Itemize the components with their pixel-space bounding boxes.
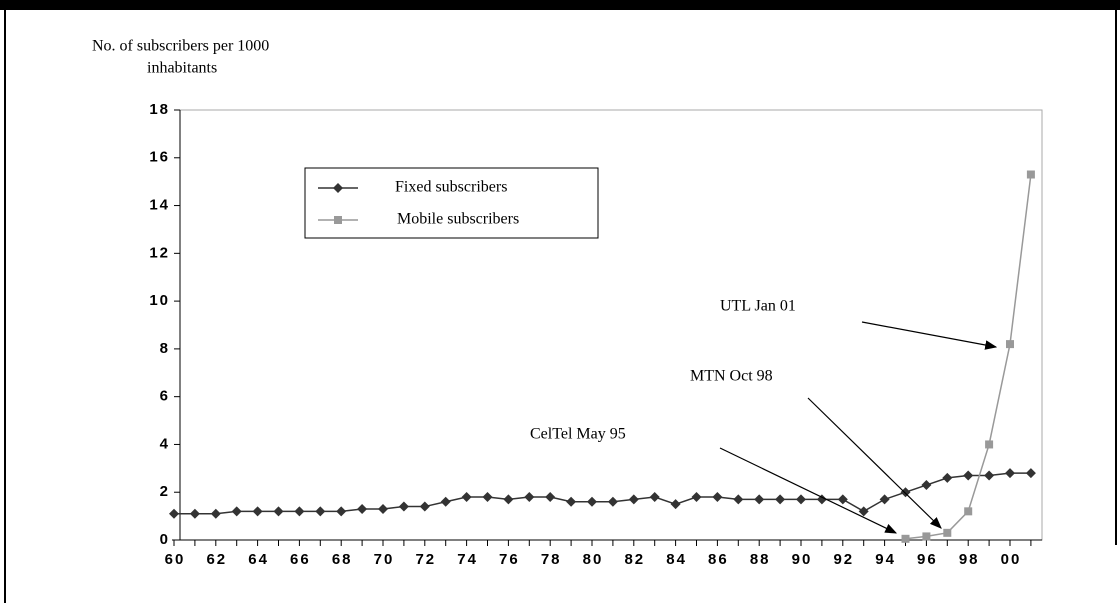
x-tick-label: 70 [374,551,395,568]
x-tick-label: 98 [959,551,980,568]
data-point [901,534,910,543]
data-point [545,492,556,502]
y-axis-title: No. of subscribers per 1000 [92,38,269,55]
data-point [189,508,200,519]
data-point [1025,468,1036,479]
data-point [252,506,263,517]
x-tick-label: 62 [206,551,227,568]
data-point [419,501,430,512]
y-tick-label: 4 [160,435,170,452]
data-point [796,494,806,505]
annotation-arrow [861,321,998,350]
data-point [649,492,660,502]
data-point [963,470,974,481]
y-tick-label: 8 [160,340,170,357]
x-tick-label: 00 [1001,551,1022,568]
x-tick-label: 72 [415,551,436,568]
data-point [315,506,326,517]
annotation: UTL Jan 01 [720,298,796,315]
x-tick-label: 92 [833,551,854,568]
data-point [378,503,388,514]
annotation: MTN Oct 98 [690,368,773,385]
legend-label: Fixed subscribers [395,179,507,196]
data-point [984,470,995,481]
data-point [691,492,702,502]
data-point [922,532,931,541]
data-point [837,494,848,505]
legend [304,167,599,239]
x-tick-label: 86 [708,551,729,568]
legend-label: Mobile subscribers [397,211,519,228]
data-point [775,494,786,505]
y-tick-label: 16 [149,149,170,166]
data-point [900,487,911,498]
annotation: CelTel May 95 [530,426,626,443]
x-tick-label: 78 [541,551,562,568]
data-point [336,506,347,517]
data-point [461,492,472,502]
data-point [503,494,514,505]
data-point [921,480,932,491]
data-point [440,496,451,507]
data-point [587,496,597,507]
x-tick-label: 60 [165,551,186,568]
data-point [712,492,723,502]
x-tick-label: 66 [290,551,311,568]
data-point [754,494,765,505]
x-tick-label: 68 [332,551,353,568]
y-tick-label: 0 [160,531,170,548]
legend-marker [333,183,343,193]
annotation-arrow [719,447,898,534]
data-point [733,494,744,505]
y-tick-label: 2 [160,483,170,500]
data-point [482,492,493,502]
data-point [1026,170,1035,179]
data-point [357,503,368,514]
data-point [524,492,535,502]
x-tick-label: 80 [583,551,604,568]
legend-marker [334,216,342,224]
data-point [1006,340,1014,349]
y-axis-title: inhabitants [147,60,217,77]
data-point [566,496,577,507]
data-point [628,494,639,505]
data-point [670,499,681,510]
data-point [210,508,221,519]
x-tick-label: 82 [624,551,645,568]
y-tick-label: 12 [149,244,170,261]
data-point [964,507,973,516]
x-tick-label: 64 [248,551,269,568]
x-tick-label: 94 [875,551,896,568]
y-tick-label: 6 [160,388,170,405]
y-tick-label: 14 [149,197,170,214]
x-tick-label: 96 [917,551,938,568]
x-tick-label: 90 [792,551,813,568]
data-point [1005,468,1015,479]
data-point [607,496,618,507]
data-point [816,494,827,505]
y-tick-label: 10 [149,292,170,309]
data-point [879,494,890,505]
data-point [169,508,179,519]
data-point [943,528,952,537]
x-tick-label: 76 [499,551,520,568]
y-tick-label: 18 [149,101,170,118]
data-point [942,472,953,483]
data-point [273,506,284,517]
data-point [398,501,409,512]
x-tick-label: 74 [457,551,478,568]
annotation-arrow [807,397,942,529]
top-bar [0,0,1120,10]
data-point [231,506,242,517]
data-point [985,440,994,449]
x-tick-label: 84 [666,551,687,568]
x-tick-label: 88 [750,551,771,568]
data-point [294,506,305,517]
data-point [858,506,869,517]
